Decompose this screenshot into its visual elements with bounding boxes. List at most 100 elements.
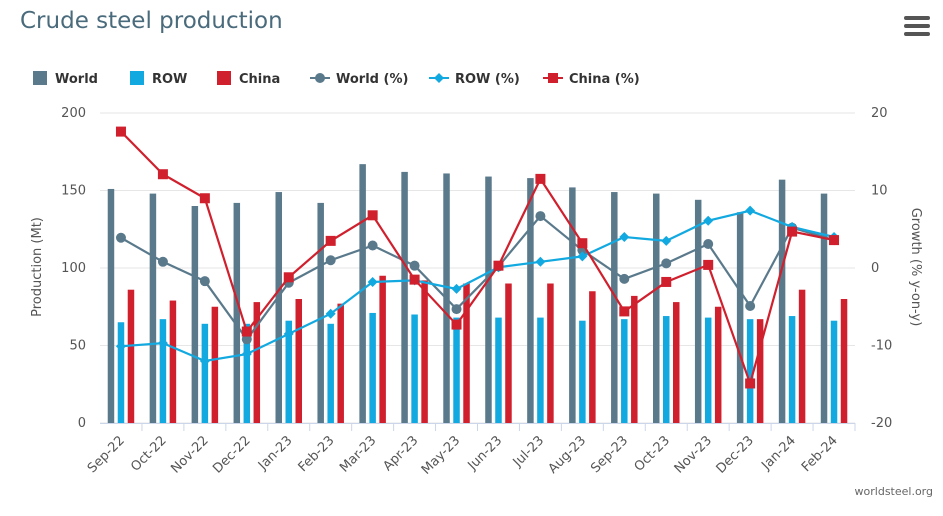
bar-china: [421, 280, 428, 423]
bar-china: [127, 289, 135, 423]
point-world: [241, 334, 252, 345]
bar-china: [714, 306, 722, 423]
x-tick-label: Oct-23: [632, 433, 674, 475]
bar-china: [337, 303, 344, 423]
x-tick-label: Aug-23: [546, 433, 590, 477]
x-tick-label: Sep-23: [588, 433, 631, 476]
point-china: [535, 173, 546, 184]
x-tick-label: Jul-23: [510, 433, 547, 470]
y-tick-label-left: 0: [78, 416, 86, 431]
bar-world: [653, 193, 660, 423]
bar-world: [401, 171, 408, 423]
legend-item-row[interactable]: ROW (%): [429, 72, 520, 87]
bar-world: [233, 202, 241, 423]
bar-row: [704, 317, 712, 423]
bar-china: [798, 289, 806, 423]
point-china: [577, 238, 588, 249]
bar-china: [169, 300, 177, 423]
bar-china: [673, 302, 680, 423]
legend-symbol-marker: [315, 73, 325, 83]
point-row: [157, 338, 168, 349]
bar-row: [117, 322, 125, 423]
bar-world: [820, 193, 828, 423]
bar-world: [778, 179, 786, 423]
legend-symbol: [217, 71, 231, 85]
legend-label: ROW (%): [455, 72, 520, 87]
legend-label: ROW: [152, 72, 187, 87]
point-world: [535, 211, 546, 222]
point-row: [535, 256, 546, 267]
menu-button[interactable]: [904, 16, 930, 40]
y-axis-title-left: Production (Mt): [30, 217, 45, 317]
point-china: [325, 235, 336, 246]
legend-symbol-marker: [434, 73, 444, 83]
point-world: [199, 276, 210, 287]
point-world: [703, 238, 714, 249]
bar-row: [327, 323, 334, 423]
bar-china: [589, 291, 596, 423]
bar-world: [275, 192, 282, 423]
legend-item-row[interactable]: ROW: [130, 71, 187, 87]
y-tick-label-right: 0: [871, 261, 879, 276]
bar-row: [830, 320, 838, 423]
bar-row: [369, 312, 376, 423]
bar-china: [253, 302, 261, 423]
bar-row: [663, 316, 670, 423]
bar-china: [756, 319, 764, 423]
point-china: [619, 306, 630, 317]
bar-world: [149, 193, 157, 423]
y-tick-label-right: 10: [871, 184, 888, 199]
point-china: [409, 274, 420, 285]
hamburger-menu-icon-bar: [904, 24, 930, 28]
line-world: [120, 214, 835, 342]
bar-china: [840, 299, 848, 423]
x-tick-label: Dec-22: [210, 433, 253, 476]
point-row: [577, 251, 588, 262]
page-title: Crude steel production: [20, 8, 283, 34]
legend-item-china[interactable]: China (%): [543, 72, 640, 87]
x-tick-label: Apr-23: [380, 433, 421, 474]
point-row: [703, 215, 714, 226]
x-tick-label: Sep-22: [85, 433, 128, 476]
bar-china: [505, 283, 512, 423]
legend-item-world[interactable]: World: [33, 71, 98, 87]
y-tick-label-right: -10: [871, 339, 892, 354]
point-row: [451, 283, 462, 294]
point-china: [703, 259, 714, 270]
x-tick-label: Mar-23: [337, 433, 379, 475]
bar-china: [211, 306, 219, 423]
x-tick-label: May-23: [419, 433, 463, 477]
y-tick-label-left: 50: [69, 339, 86, 354]
bar-row: [453, 317, 460, 423]
bar-world: [359, 164, 366, 423]
point-world: [745, 300, 756, 311]
legend-label: World (%): [336, 72, 408, 87]
point-china: [661, 276, 672, 287]
point-world: [409, 260, 420, 271]
legend-item-china[interactable]: China: [217, 71, 280, 87]
bar-row: [788, 316, 796, 423]
bar-china: [295, 299, 302, 423]
legend-item-world[interactable]: World (%): [310, 72, 408, 87]
bar-row: [201, 323, 209, 423]
bar-world: [107, 188, 115, 423]
bar-china: [463, 283, 470, 423]
bar-world: [736, 212, 744, 423]
point-china: [115, 126, 126, 137]
point-row: [619, 232, 630, 242]
point-row: [661, 235, 672, 246]
bar-world: [191, 206, 199, 423]
line-series: [115, 126, 840, 389]
legend-symbol: [33, 71, 47, 85]
legend-symbol-marker: [548, 73, 558, 83]
point-china: [745, 378, 756, 389]
bar-row: [285, 320, 292, 423]
x-tick-label: Nov-23: [672, 433, 715, 476]
point-row: [241, 349, 252, 360]
point-world: [325, 255, 336, 266]
point-world: [619, 273, 630, 284]
point-row: [325, 308, 336, 319]
x-tick-label: Jun-23: [465, 433, 506, 474]
hamburger-menu-icon-bar: [904, 32, 930, 36]
point-china: [829, 235, 840, 246]
